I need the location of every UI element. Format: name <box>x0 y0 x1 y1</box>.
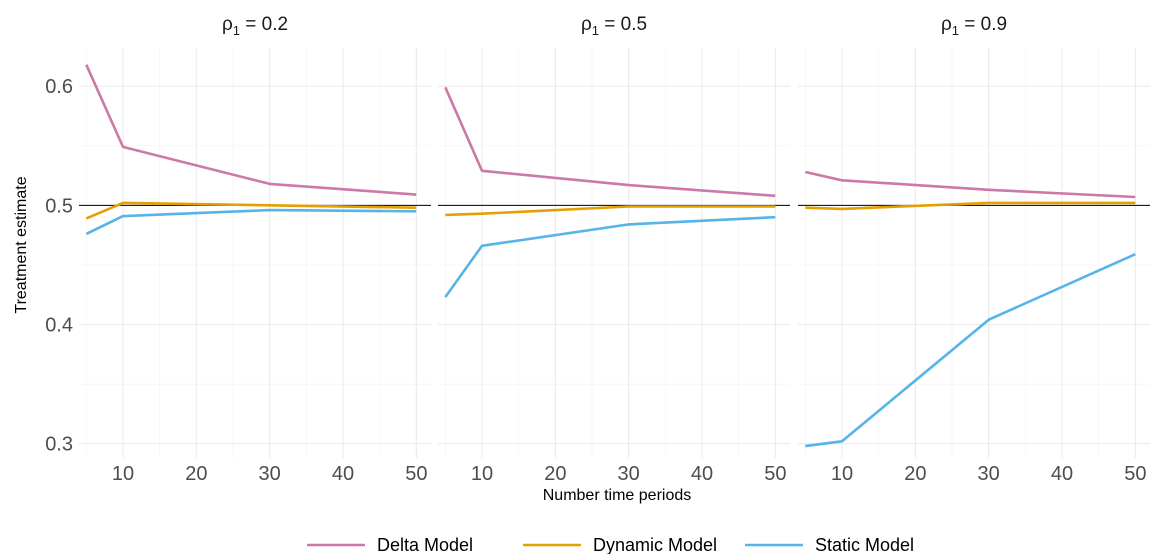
legend-label-static-model: Static Model <box>815 535 914 554</box>
panel-title: ρ1 = 0.5 <box>581 14 647 38</box>
x-tick-label: 40 <box>1051 463 1073 485</box>
delta-model-line <box>805 170 1136 199</box>
facet-panel-3: ρ1 = 0.9 <box>798 14 1150 458</box>
static-model-line <box>805 253 1136 448</box>
x-tick-label: 30 <box>259 463 281 485</box>
y-tick-label: 0.6 <box>45 76 73 98</box>
facet-panel-1: ρ1 = 0.2 <box>79 14 431 458</box>
x-tick-label: 50 <box>764 463 786 485</box>
static-model-line <box>444 215 776 298</box>
x-tick-label: 40 <box>332 463 354 485</box>
x-tick-label: 10 <box>112 463 134 485</box>
y-axis-title: Treatment estimate <box>13 176 30 313</box>
panel-title: ρ1 = 0.2 <box>222 14 288 38</box>
dynamic-model-line <box>85 201 417 220</box>
delta-model-line <box>444 86 776 198</box>
legend-label-delta-model: Delta Model <box>377 535 473 554</box>
x-tick-label: 20 <box>904 463 926 485</box>
x-tick-label: 40 <box>691 463 713 485</box>
legend: Delta Model Dynamic Model Static Model <box>307 535 914 555</box>
y-tick-label: 0.4 <box>45 315 73 337</box>
panel-title: ρ1 = 0.9 <box>941 14 1007 38</box>
dynamic-model-line <box>805 201 1136 211</box>
x-tick-label: 50 <box>1124 463 1146 485</box>
x-tick-label: 10 <box>471 463 493 485</box>
delta-model-line <box>85 64 417 196</box>
x-tick-label: 30 <box>618 463 640 485</box>
x-tick-label: 10 <box>831 463 853 485</box>
x-tick-label: 20 <box>544 463 566 485</box>
static-model-line <box>85 208 417 236</box>
x-tick-label: 50 <box>405 463 427 485</box>
x-tick-label: 20 <box>185 463 207 485</box>
y-tick-label: 0.5 <box>45 195 73 217</box>
x-axis-title: Number time periods <box>543 487 692 504</box>
x-tick-label: 30 <box>978 463 1000 485</box>
facet-panel-2: ρ1 = 0.5 <box>438 14 790 458</box>
legend-label-dynamic-model: Dynamic Model <box>593 535 717 554</box>
dynamic-model-line <box>445 205 776 217</box>
y-tick-label: 0.3 <box>45 434 73 456</box>
